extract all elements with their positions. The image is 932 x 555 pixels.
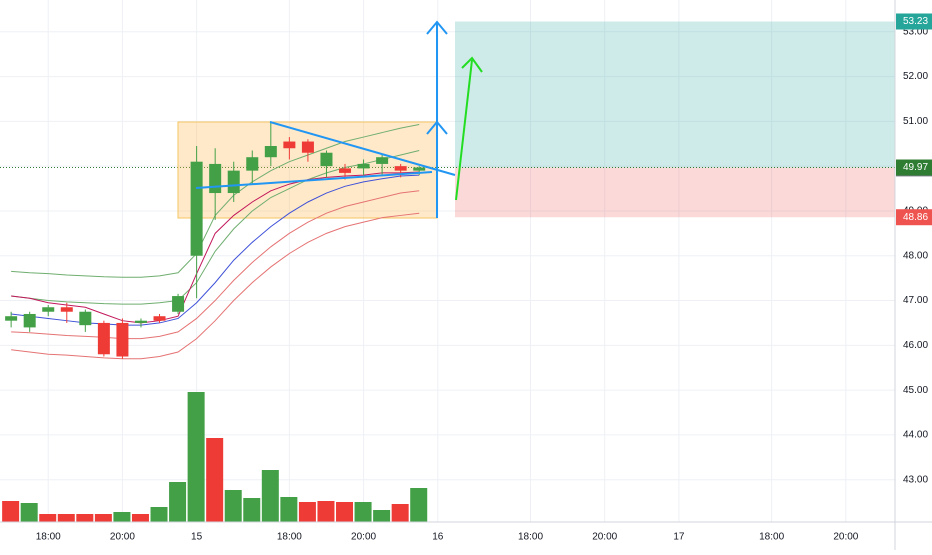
indicator-line: [11, 171, 420, 324]
volume-bar: [20, 503, 38, 522]
indicator-line: [11, 174, 420, 326]
arrow-head: [426, 20, 448, 35]
volume-bar: [317, 501, 335, 522]
volume-bar: [94, 514, 112, 522]
indicator-lines: [11, 124, 420, 360]
price-badge-label: 48.86: [903, 212, 928, 223]
volume-bar: [206, 438, 224, 522]
y-tick-label: 53.00: [903, 26, 928, 37]
triangle-lower: [195, 171, 433, 189]
volume-bar: [2, 501, 20, 522]
indicator-line: [11, 212, 420, 360]
candle-body: [246, 157, 259, 171]
volume-bar: [131, 514, 149, 522]
candle-body: [172, 296, 185, 312]
indicator-line: [11, 150, 420, 305]
candle-body: [79, 311, 92, 326]
y-tick-label: 51.00: [903, 116, 928, 127]
x-tick-label: 20:00: [592, 532, 617, 543]
volume-bar: [243, 498, 261, 522]
candle-body: [153, 316, 166, 321]
candle-body: [134, 320, 147, 323]
drawings: [195, 20, 483, 218]
candle-body: [376, 157, 389, 164]
volume-bar: [373, 510, 391, 522]
volume-bar: [280, 497, 298, 522]
candle-body: [413, 167, 426, 171]
candle-body: [301, 141, 314, 153]
candle-body: [320, 152, 333, 167]
y-tick-label: 46.00: [903, 340, 928, 351]
volume-bar: [391, 504, 409, 522]
stop-zone: [455, 167, 895, 218]
candle-body: [97, 322, 110, 355]
volume-bar: [113, 512, 131, 522]
candle-body: [357, 163, 370, 169]
volume-bar: [39, 514, 57, 522]
price-badge: [896, 13, 932, 30]
y-tick-label: 47.00: [903, 295, 928, 306]
candle-body: [264, 146, 277, 158]
triangle-upper: [269, 121, 456, 176]
volume-bar: [298, 502, 316, 522]
candle-body: [5, 316, 18, 321]
indicator-line: [11, 190, 420, 340]
candle-body: [23, 313, 36, 328]
candle-body: [209, 163, 222, 194]
green-arrow-head: [461, 56, 483, 73]
volume-bar: [57, 514, 75, 522]
candles: [5, 121, 426, 359]
x-tick-label: 15: [191, 532, 203, 543]
x-tick-label: 18:00: [759, 532, 784, 543]
volume-bar: [187, 392, 205, 522]
y-tick-label: 52.00: [903, 71, 928, 82]
candle-body: [60, 307, 73, 312]
candle-body: [116, 322, 129, 357]
y-tick-label: 45.00: [903, 385, 928, 396]
price-badge-label: 53.23: [903, 16, 928, 27]
grid: [0, 0, 895, 522]
volume-bar: [261, 470, 279, 522]
y-tick-label: 44.00: [903, 430, 928, 441]
candle-body: [394, 166, 407, 171]
y-tick-label: 43.00: [903, 474, 928, 485]
candle-body: [339, 168, 352, 173]
volume-bar: [336, 502, 354, 522]
volume-bar: [224, 490, 242, 522]
zones: [0, 21, 895, 218]
x-tick-label: 18:00: [36, 532, 61, 543]
price-badge: [896, 209, 932, 226]
green-arrow: [455, 59, 473, 201]
candle-body: [190, 161, 203, 256]
x-tick-label: 16: [432, 532, 444, 543]
volume: [2, 392, 428, 522]
volume-bar: [169, 482, 187, 522]
arrow-head: [426, 120, 448, 135]
candle-body: [42, 307, 55, 312]
candle-body: [227, 170, 240, 194]
price-badge-label: 49.97: [903, 162, 928, 173]
x-tick-label: 17: [673, 532, 685, 543]
volume-bar: [354, 502, 372, 522]
target-zone: [455, 21, 895, 168]
candle-body: [283, 141, 296, 149]
y-tick-label: 48.00: [903, 250, 928, 261]
price-badge: [896, 159, 932, 176]
x-tick-label: 18:00: [277, 532, 302, 543]
volume-bar: [410, 488, 428, 522]
volume-bar: [150, 507, 168, 522]
x-tick-label: 20:00: [833, 532, 858, 543]
x-tick-label: 20:00: [351, 532, 376, 543]
x-tick-label: 18:00: [518, 532, 543, 543]
x-tick-label: 20:00: [110, 532, 135, 543]
volume-bar: [76, 514, 94, 522]
